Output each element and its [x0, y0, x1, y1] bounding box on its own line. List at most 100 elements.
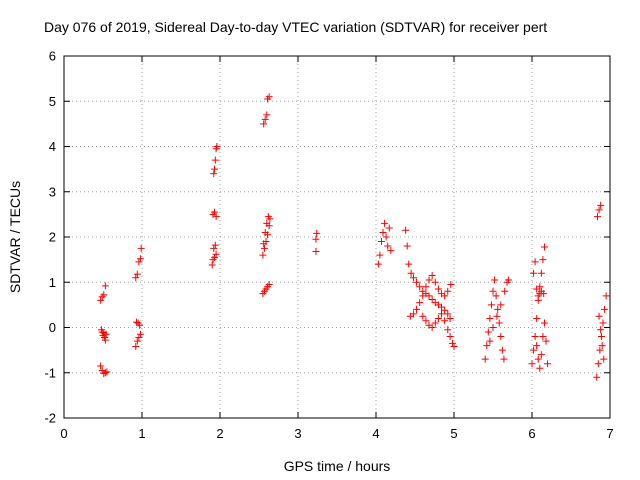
data-point: [381, 219, 389, 227]
data-point: [265, 93, 273, 101]
data-point: [422, 317, 430, 325]
data-point: [539, 333, 547, 341]
data-point: [137, 244, 145, 252]
data-point: [100, 370, 108, 378]
data-point: [531, 258, 539, 266]
data-point: [405, 260, 413, 268]
data-point: [594, 213, 602, 221]
data-point: [261, 228, 269, 236]
data-point: [486, 314, 494, 322]
data-point: [481, 355, 489, 363]
grid-lines: [64, 56, 610, 418]
data-point: [533, 285, 541, 293]
data-point: [425, 292, 433, 300]
data-point: [428, 295, 436, 303]
data-point: [486, 337, 494, 345]
data-point: [495, 319, 503, 327]
data-point: [260, 120, 268, 128]
data-point: [409, 310, 417, 318]
data-point: [97, 296, 105, 304]
data-point: [483, 342, 491, 350]
x-tick-label: 1: [138, 426, 145, 441]
data-point: [597, 326, 605, 334]
data-point: [212, 250, 220, 258]
data-point: [595, 206, 603, 214]
data-point: [419, 292, 427, 300]
x-axis-label: GPS time / hours: [284, 458, 391, 474]
data-point: [213, 143, 221, 150]
data-point: [374, 260, 382, 268]
data-point: [498, 346, 506, 354]
data-point: [446, 314, 454, 322]
data-point: [444, 326, 452, 334]
data-point: [425, 276, 433, 284]
y-tick-label: 6: [49, 49, 56, 64]
data-point: [211, 208, 219, 216]
data-point: [102, 330, 110, 338]
data-point: [597, 333, 605, 341]
data-point: [101, 336, 109, 344]
data-point: [533, 314, 541, 322]
data-point: [494, 305, 502, 313]
data-point: [260, 240, 268, 248]
y-axis-label: SDTVAR / TECUs: [7, 181, 23, 293]
data-point: [540, 290, 548, 298]
data-point: [431, 278, 439, 286]
data-point: [447, 281, 455, 289]
data-point: [428, 324, 436, 331]
data-point: [441, 317, 449, 325]
data-point: [602, 292, 610, 300]
y-tick-label: 0: [49, 320, 56, 335]
data-point: [542, 337, 550, 345]
data-point: [599, 319, 607, 327]
y-tick-label: 1: [49, 275, 56, 290]
data-point: [133, 270, 141, 278]
data-point: [384, 242, 392, 250]
x-tick-label: 7: [606, 426, 613, 441]
chart-title: Day 076 of 2019, Sidereal Day-to-day VTE…: [44, 19, 547, 35]
data-point: [596, 346, 604, 354]
data-point: [489, 287, 497, 295]
data-point: [419, 312, 427, 320]
data-point: [540, 319, 548, 327]
data-point: [263, 219, 271, 227]
data-point: [489, 324, 497, 331]
data-point: [135, 333, 143, 341]
x-tick-label: 5: [450, 426, 457, 441]
y-tick-label: 5: [49, 94, 56, 109]
data-point: [409, 274, 417, 282]
data-point: [407, 269, 415, 277]
data-point: [136, 255, 144, 263]
y-tick-label: 2: [49, 230, 56, 245]
data-point: [98, 293, 106, 301]
data-point: [434, 314, 442, 322]
data-point: [101, 282, 109, 290]
data-point: [132, 274, 140, 282]
x-tick-label: 6: [528, 426, 535, 441]
data-point: [210, 170, 218, 178]
data-point: [487, 301, 495, 309]
data-point: [382, 233, 390, 241]
data-point: [210, 244, 218, 252]
y-tick-label: -1: [44, 365, 56, 380]
data-point: [416, 283, 424, 291]
data-point: [450, 343, 458, 351]
data-point: [534, 355, 542, 363]
data-point: [539, 256, 547, 264]
data-point: [416, 299, 424, 307]
data-point: [595, 312, 603, 320]
data-points: [97, 93, 610, 381]
data-point: [103, 368, 111, 376]
data-point: [484, 328, 492, 336]
data-point: [544, 360, 552, 368]
data-point: [600, 355, 608, 363]
data-point: [133, 337, 141, 345]
data-point: [448, 339, 456, 347]
data-point: [530, 346, 538, 354]
data-point: [98, 328, 106, 336]
data-point: [493, 312, 501, 320]
data-point: [431, 319, 439, 327]
data-point: [211, 156, 219, 164]
data-point: [263, 111, 271, 119]
